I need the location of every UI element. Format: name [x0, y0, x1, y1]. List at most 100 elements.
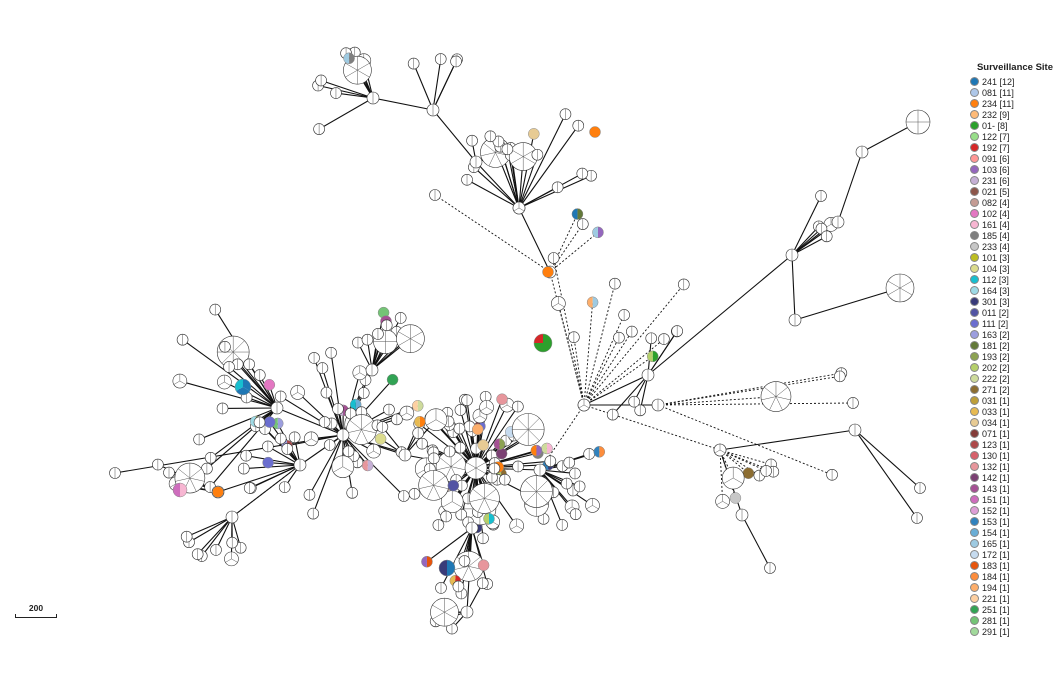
- tree-node: [331, 455, 355, 479]
- tree-node: [109, 467, 121, 479]
- tree-node: [411, 400, 424, 412]
- tree-node: [815, 190, 827, 202]
- node-slice: [483, 513, 489, 525]
- legend-swatch: [970, 451, 979, 460]
- legend-item: 111 [2]: [970, 318, 1060, 329]
- tree-node: [556, 519, 568, 531]
- tree-node: [464, 456, 488, 480]
- node-slice: [593, 446, 600, 458]
- node-divider: [578, 404, 585, 409]
- node-divider: [189, 477, 205, 482]
- node-divider: [479, 415, 487, 420]
- tree-node: [396, 324, 425, 353]
- tree-node: [408, 487, 421, 500]
- tree-node: [509, 518, 525, 534]
- tree-node: [361, 333, 374, 346]
- node-divider: [453, 566, 469, 570]
- legend-item: 221 [1]: [970, 593, 1060, 604]
- legend-item: 222 [2]: [970, 373, 1060, 384]
- tree-node: [191, 548, 204, 560]
- tree-node: [454, 441, 467, 454]
- legend-swatch: [970, 429, 979, 438]
- tree-node: [172, 482, 188, 498]
- legend-label: 122 [7]: [982, 131, 1010, 142]
- tree-node: [715, 494, 730, 509]
- node-slice: [419, 416, 426, 428]
- node-divider: [523, 156, 536, 164]
- node-divider: [189, 468, 202, 479]
- legend-item: 185 [4]: [970, 230, 1060, 241]
- legend-label: 152 [1]: [982, 505, 1010, 516]
- tree-node: [477, 439, 489, 451]
- node-divider: [769, 396, 777, 411]
- legend-swatch: [970, 242, 979, 251]
- tree-edge: [317, 84, 374, 99]
- tree-node: [399, 405, 415, 421]
- tree-node: [281, 443, 294, 455]
- tree-node: [677, 278, 690, 291]
- tree-node: [626, 325, 638, 338]
- node-divider: [887, 287, 901, 296]
- tree-node: [477, 532, 489, 545]
- tree-node: [303, 431, 319, 447]
- node-divider: [483, 142, 496, 153]
- node-divider: [775, 387, 788, 397]
- tree-node: [176, 333, 189, 346]
- tree-edge: [418, 423, 477, 469]
- tree-nodes: [109, 46, 931, 635]
- legend-label: 251 [1]: [982, 604, 1010, 615]
- tree-edge: [518, 113, 566, 209]
- node-outline: [361, 459, 374, 472]
- legend-item: 271 [2]: [970, 384, 1060, 395]
- node-slice: [477, 439, 489, 451]
- node-divider: [418, 485, 434, 489]
- tree-node: [366, 91, 380, 105]
- legend-label: 221 [1]: [982, 593, 1010, 604]
- legend-item: 251 [1]: [970, 604, 1060, 615]
- legend-swatch: [970, 110, 979, 119]
- legend-item: 122 [7]: [970, 131, 1060, 142]
- tree-node: [471, 423, 484, 436]
- tree-node: [412, 427, 424, 439]
- legend-item: 142 [1]: [970, 472, 1060, 483]
- node-divider: [435, 419, 446, 426]
- tree-edge: [342, 434, 369, 466]
- node-divider: [421, 475, 434, 486]
- tree-node: [493, 438, 506, 450]
- tree-edge: [473, 166, 520, 209]
- node-outline: [343, 52, 355, 65]
- node-slice: [262, 457, 274, 469]
- tree-node: [398, 490, 410, 502]
- node-outline: [477, 439, 489, 451]
- legend-swatch: [970, 308, 979, 317]
- tree-node: [428, 452, 440, 465]
- tree-edge: [179, 380, 278, 409]
- node-slice: [742, 467, 754, 479]
- tree-node: [253, 416, 266, 429]
- dotted-edge: [583, 302, 594, 406]
- node-divider: [513, 207, 520, 212]
- node-outline: [496, 393, 508, 405]
- legend-item: 102 [4]: [970, 208, 1060, 219]
- legend-swatch: [970, 407, 979, 416]
- tree-node: [589, 126, 601, 138]
- dotted-edge: [657, 404, 833, 476]
- node-slice: [534, 343, 543, 352]
- node-slice: [729, 492, 741, 504]
- tree-node: [372, 328, 384, 340]
- tree-node: [414, 416, 426, 428]
- tree-node: [224, 551, 239, 567]
- dotted-edge: [583, 283, 616, 406]
- tree-edge: [794, 287, 901, 321]
- legend-swatch: [970, 440, 979, 449]
- tree-node: [646, 350, 659, 363]
- tree-node: [453, 422, 466, 435]
- tree-node: [764, 562, 776, 574]
- node-slice: [499, 438, 505, 450]
- node-divider: [516, 429, 529, 441]
- node-divider: [173, 380, 180, 385]
- legend-swatch: [970, 583, 979, 592]
- legend-swatch: [970, 396, 979, 405]
- node-divider: [442, 501, 453, 508]
- legend-swatch: [970, 330, 979, 339]
